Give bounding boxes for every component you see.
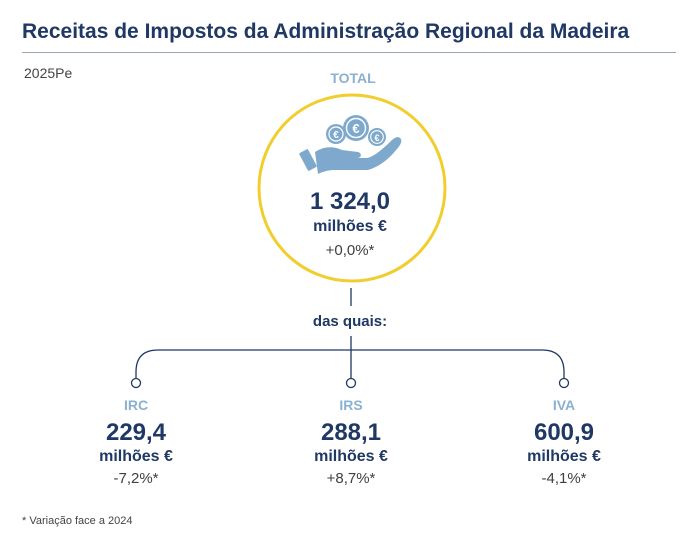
branch-unit: milhões € bbox=[99, 448, 173, 465]
branch-unit: milhões € bbox=[527, 448, 601, 465]
branch-irc: IRC 229,4 milhões € -7,2%* bbox=[46, 397, 226, 487]
branch-endpoint-irs bbox=[345, 377, 357, 389]
branch-endpoint-iva bbox=[558, 377, 570, 389]
chart-title: Receitas de Impostos da Administração Re… bbox=[22, 20, 630, 43]
connector-label: das quais: bbox=[312, 313, 388, 330]
total-unit: milhões € bbox=[313, 218, 387, 235]
branch-name: IVA bbox=[552, 397, 576, 413]
branch-bracket bbox=[135, 349, 565, 378]
total-value: 1 324,0 bbox=[309, 188, 391, 215]
svg-text:€: € bbox=[352, 121, 359, 136]
branch-change: -4,1%* bbox=[541, 470, 587, 487]
hand-with-euro-coins-icon: € € € bbox=[299, 115, 402, 174]
total-circle bbox=[257, 93, 447, 283]
title-divider bbox=[22, 52, 676, 53]
year-label: 2025Pe bbox=[24, 65, 73, 81]
footnote: * Variação face a 2024 bbox=[22, 515, 133, 527]
branch-value: 229,4 bbox=[105, 419, 167, 446]
svg-text:€: € bbox=[374, 133, 379, 143]
branch-iva: IVA 600,9 milhões € -4,1%* bbox=[474, 397, 654, 487]
branch-change: +8,7%* bbox=[326, 470, 376, 487]
total-change: +0,0%* bbox=[325, 242, 375, 259]
branch-irs: IRS 288,1 milhões € +8,7%* bbox=[261, 397, 441, 487]
branch-value: 600,9 bbox=[533, 419, 595, 446]
branch-change: -7,2%* bbox=[113, 470, 159, 487]
branch-name: IRC bbox=[123, 397, 149, 413]
total-label: TOTAL bbox=[330, 70, 376, 86]
branch-name: IRS bbox=[339, 397, 363, 413]
branch-unit: milhões € bbox=[314, 448, 388, 465]
branch-endpoint-irc bbox=[130, 377, 142, 389]
branch-value: 288,1 bbox=[320, 419, 382, 446]
svg-text:€: € bbox=[333, 130, 339, 141]
